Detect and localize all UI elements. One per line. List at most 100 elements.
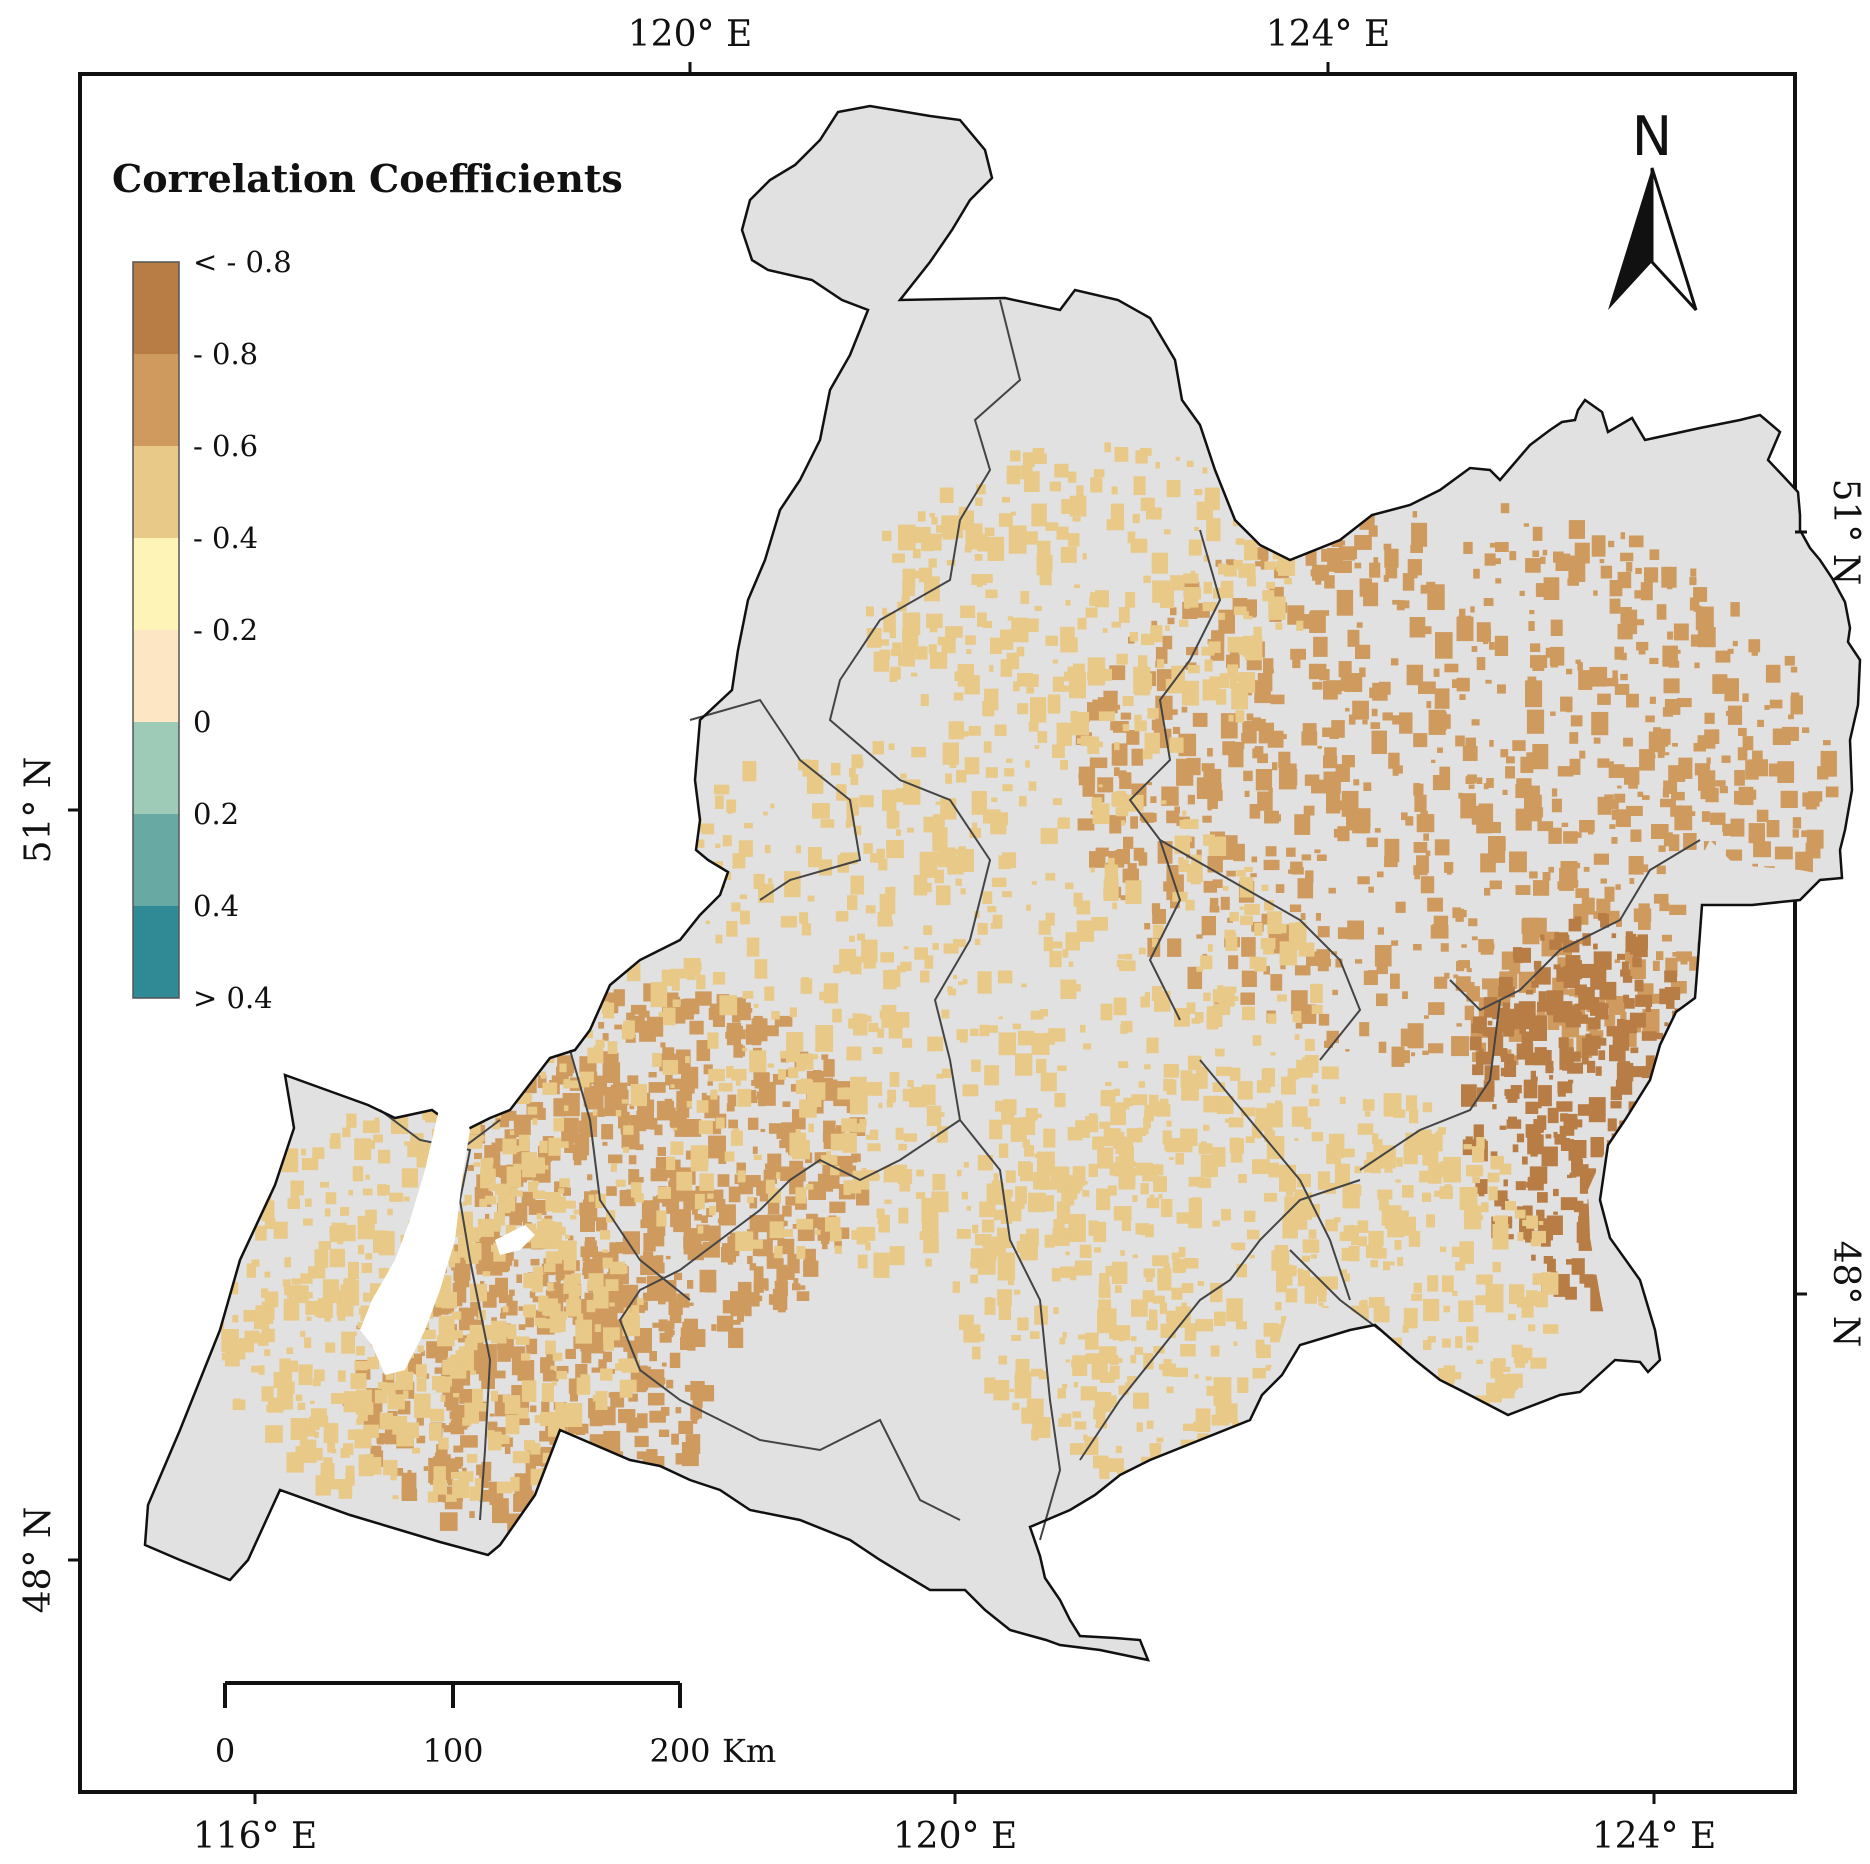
speckle-7-130 [1143,575,1151,583]
speckle-0-151 [1433,668,1440,677]
speckle-0-142 [1368,525,1378,537]
speckle-6-214 [1149,1443,1162,1452]
speckle-5-424 [458,1348,474,1371]
speckle-0-318 [1333,828,1342,838]
speckle-6-556 [1466,1345,1473,1351]
speckle-0-296 [1609,580,1623,597]
speckle-5-475 [576,1313,584,1324]
speckle-3-221 [678,1420,694,1434]
speckle-7-149 [1147,708,1159,719]
speckle-4-40 [1158,1194,1163,1199]
speckle-6-485 [1219,1096,1227,1106]
speckle-0-623 [1374,828,1381,833]
speckle-0-507 [1395,1050,1410,1064]
speckle-0-490 [1410,544,1423,553]
speckle-0-812 [1483,783,1489,790]
speckle-6-289 [1244,1210,1256,1222]
speckle-5-126 [447,1357,452,1365]
legend-swatch-5 [133,722,179,814]
speckle-3-198 [626,1417,639,1433]
speckle-3-387 [517,1493,527,1507]
speckle-2-90 [685,1150,694,1160]
speckle-6-372 [1200,1066,1207,1071]
speckle-5-173 [347,1429,359,1440]
speckle-4-45 [926,1105,942,1127]
speckle-2-153 [726,1025,743,1038]
speckle-1-83 [1577,1104,1591,1116]
speckle-0-887 [1455,908,1464,922]
speckle-7-233 [1065,599,1071,606]
speckle-1-379 [1516,1133,1525,1143]
speckle-1-117 [1530,1070,1536,1078]
speckle-0-356 [1533,880,1550,896]
speckle-3-194 [376,1433,389,1444]
speckle-0-237 [1591,711,1609,736]
speckle-1-348 [1565,1286,1577,1300]
speckle-3-153 [545,1269,555,1276]
speckle-2-420 [485,1213,490,1221]
speckle-4-250 [982,891,993,904]
speckle-5-293 [389,1192,404,1202]
speckle-0-739 [1742,693,1749,702]
speckle-0-771 [1651,824,1669,839]
speckle-5-144 [264,1349,271,1356]
speckle-4-352 [1242,1006,1255,1021]
speckle-0-179 [1764,705,1770,710]
speckle-6-353 [1211,1414,1230,1426]
speckle-6-209 [1265,1364,1275,1371]
speckle-3-314 [650,1449,656,1455]
speckle-5-450 [536,1213,542,1220]
speckle-4-200 [865,1134,872,1140]
speckle-5-468 [542,1458,550,1464]
speckle-1-88 [1469,1036,1482,1051]
speckle-4-139 [595,1039,605,1048]
speckle-5-68 [602,1257,613,1269]
speckle-0-821 [1321,610,1330,616]
speckle-1-48 [1631,1066,1648,1078]
speckle-4-230 [1115,806,1129,817]
speckle-4-196 [1270,1052,1276,1056]
speckle-4-615 [697,1225,704,1234]
speckle-2-517 [741,1292,760,1307]
speckle-4-487 [774,1246,783,1259]
speckle-6-347 [1062,1331,1067,1339]
speckle-4-325 [1254,922,1263,936]
speckle-4-523 [788,1067,799,1079]
speckle-4-606 [1267,911,1282,934]
speckle-0-112 [1472,1052,1480,1062]
speckle-4-561 [1154,991,1171,1012]
speckle-4-207 [902,1038,913,1048]
speckle-0-675 [1435,632,1453,659]
speckle-0-779 [1532,526,1543,541]
speckle-4-484 [1203,834,1215,846]
speckle-2-249 [789,1160,804,1172]
speckle-5-368 [286,1347,294,1354]
speckle-6-429 [1065,1359,1070,1363]
speckle-0-307 [1368,886,1374,893]
speckle-5-211 [314,1447,323,1461]
speckle-4-622 [705,920,710,924]
speckle-3-233 [522,1483,532,1495]
speckle-5-389 [314,1431,319,1438]
speckle-0-496 [1144,923,1151,930]
speckle-5-309 [251,1365,263,1373]
speckle-2-275 [676,1103,690,1118]
speckle-0-895 [1211,630,1225,641]
speckle-6-320 [1334,1163,1350,1187]
speckle-0-27 [1260,559,1268,570]
speckle-7-7 [1219,673,1230,688]
speckle-3-180 [680,1336,691,1350]
speckle-6-93 [1009,1388,1014,1393]
speckle-0-485 [1568,520,1585,539]
speckle-3-402 [498,1294,513,1304]
speckle-4-596 [710,1089,718,1100]
speckle-4-81 [953,974,958,979]
speckle-0-294 [1244,790,1250,797]
speckle-4-465 [532,1118,538,1125]
speckle-6-316 [1017,1317,1029,1331]
speckle-4-584 [1065,882,1074,890]
speckle-2-421 [668,1180,677,1188]
speckle-6-510 [1426,1214,1435,1228]
speckle-4-532 [1017,1030,1035,1046]
speckle-5-356 [564,1402,583,1427]
